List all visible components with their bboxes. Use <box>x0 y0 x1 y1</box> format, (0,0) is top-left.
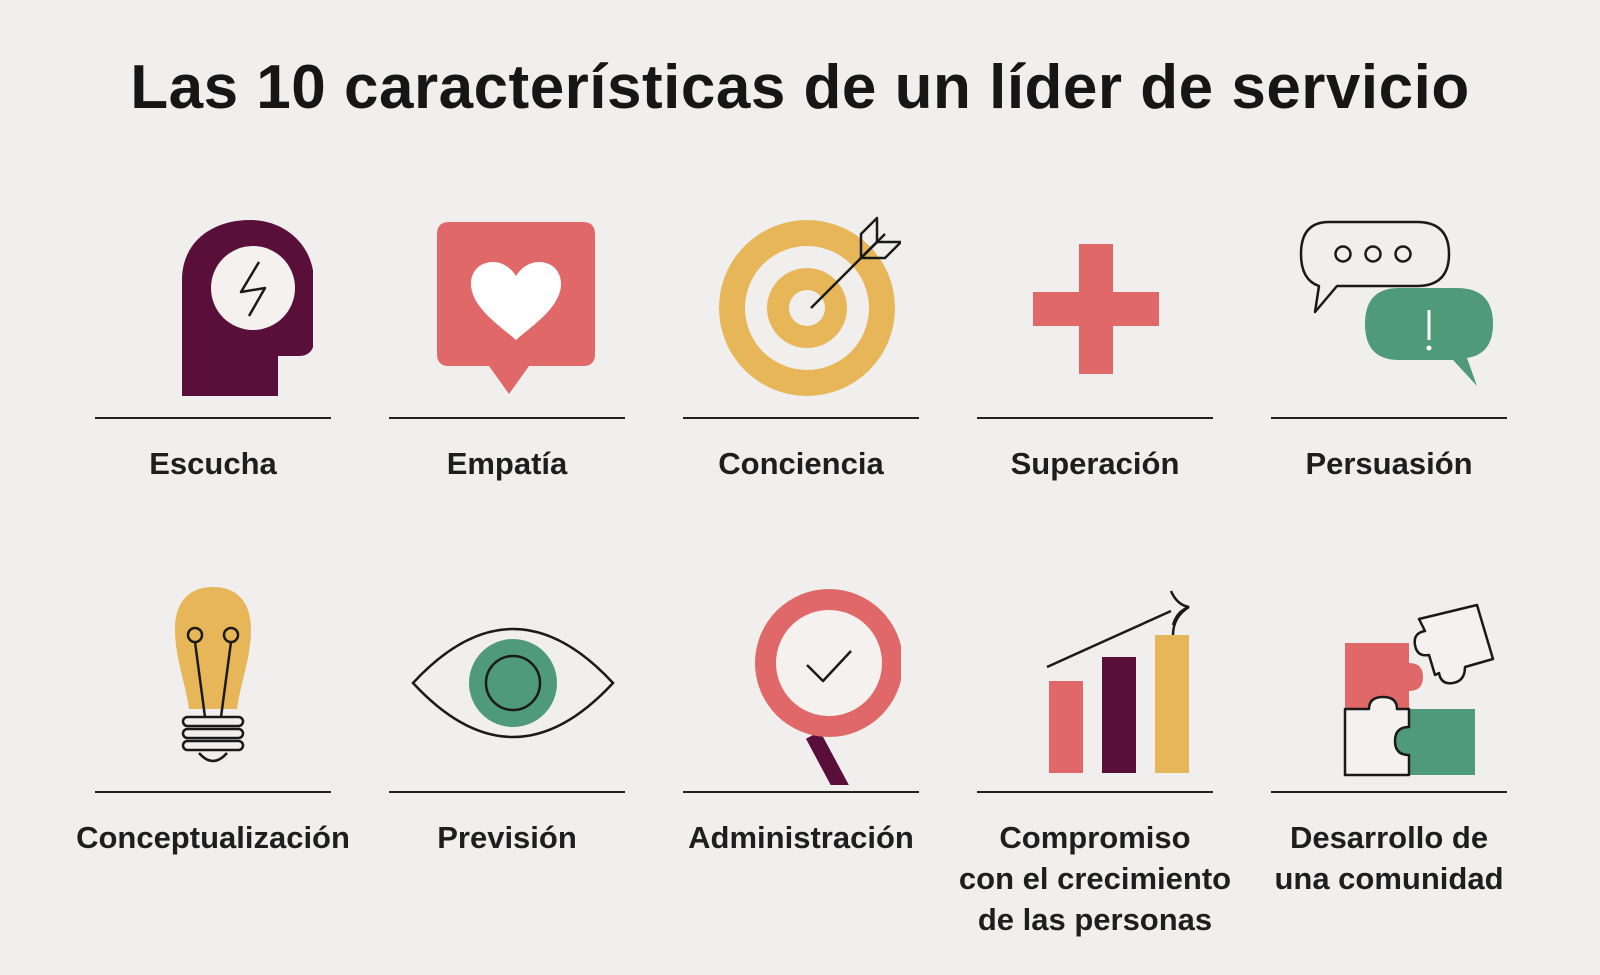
head-lightning-icon <box>113 210 322 410</box>
label-line: Previsión <box>437 820 577 855</box>
item-label: Desarrollo de una comunidad <box>1244 817 1534 899</box>
chat-bubbles-icon <box>1289 210 1493 410</box>
divider-line <box>389 791 625 793</box>
item-label: Administración <box>656 817 946 858</box>
label-line: Escucha <box>149 446 277 481</box>
item-label: Superación <box>950 443 1240 484</box>
page-title: Las 10 características de un líder de se… <box>130 53 1470 122</box>
heart-speech-bubble-icon <box>407 210 607 410</box>
magnifier-check-icon <box>701 585 903 795</box>
target-arrow-icon <box>701 210 903 410</box>
label-line: Persuasión <box>1305 446 1473 481</box>
divider-line <box>95 417 331 419</box>
divider-line <box>683 791 919 793</box>
lightbulb-icon <box>113 585 313 785</box>
divider-line <box>683 417 919 419</box>
label-line: con el crecimiento <box>958 861 1232 896</box>
divider-line <box>977 417 1213 419</box>
label-line: Superación <box>1010 446 1180 481</box>
label-line: Conciencia <box>718 446 884 481</box>
label-line: Empatía <box>446 446 568 481</box>
divider-line <box>1271 791 1507 793</box>
item-label: Empatía <box>362 443 652 484</box>
divider-line <box>389 417 625 419</box>
label-line: Administración <box>688 820 914 855</box>
plus-cross-icon <box>995 210 1195 410</box>
label-line: una comunidad <box>1274 861 1504 896</box>
label-line: Conceptualización <box>76 820 350 855</box>
item-label: Escucha <box>68 443 358 484</box>
item-label: Previsión <box>362 817 652 858</box>
divider-line <box>1271 417 1507 419</box>
label-line: Desarrollo de <box>1289 820 1489 855</box>
puzzle-pieces-icon <box>1289 585 1495 785</box>
item-label: Persuasión <box>1244 443 1534 484</box>
item-label: Conciencia <box>656 443 946 484</box>
item-label: Conceptualización <box>68 817 358 858</box>
divider-line <box>95 791 331 793</box>
divider-line <box>977 791 1213 793</box>
growth-chart-icon <box>995 585 1195 785</box>
label-line: de las personas <box>977 902 1213 937</box>
eye-icon <box>407 585 615 785</box>
label-line: Compromiso <box>999 820 1191 855</box>
item-label: Compromiso con el crecimiento de las per… <box>950 817 1240 940</box>
